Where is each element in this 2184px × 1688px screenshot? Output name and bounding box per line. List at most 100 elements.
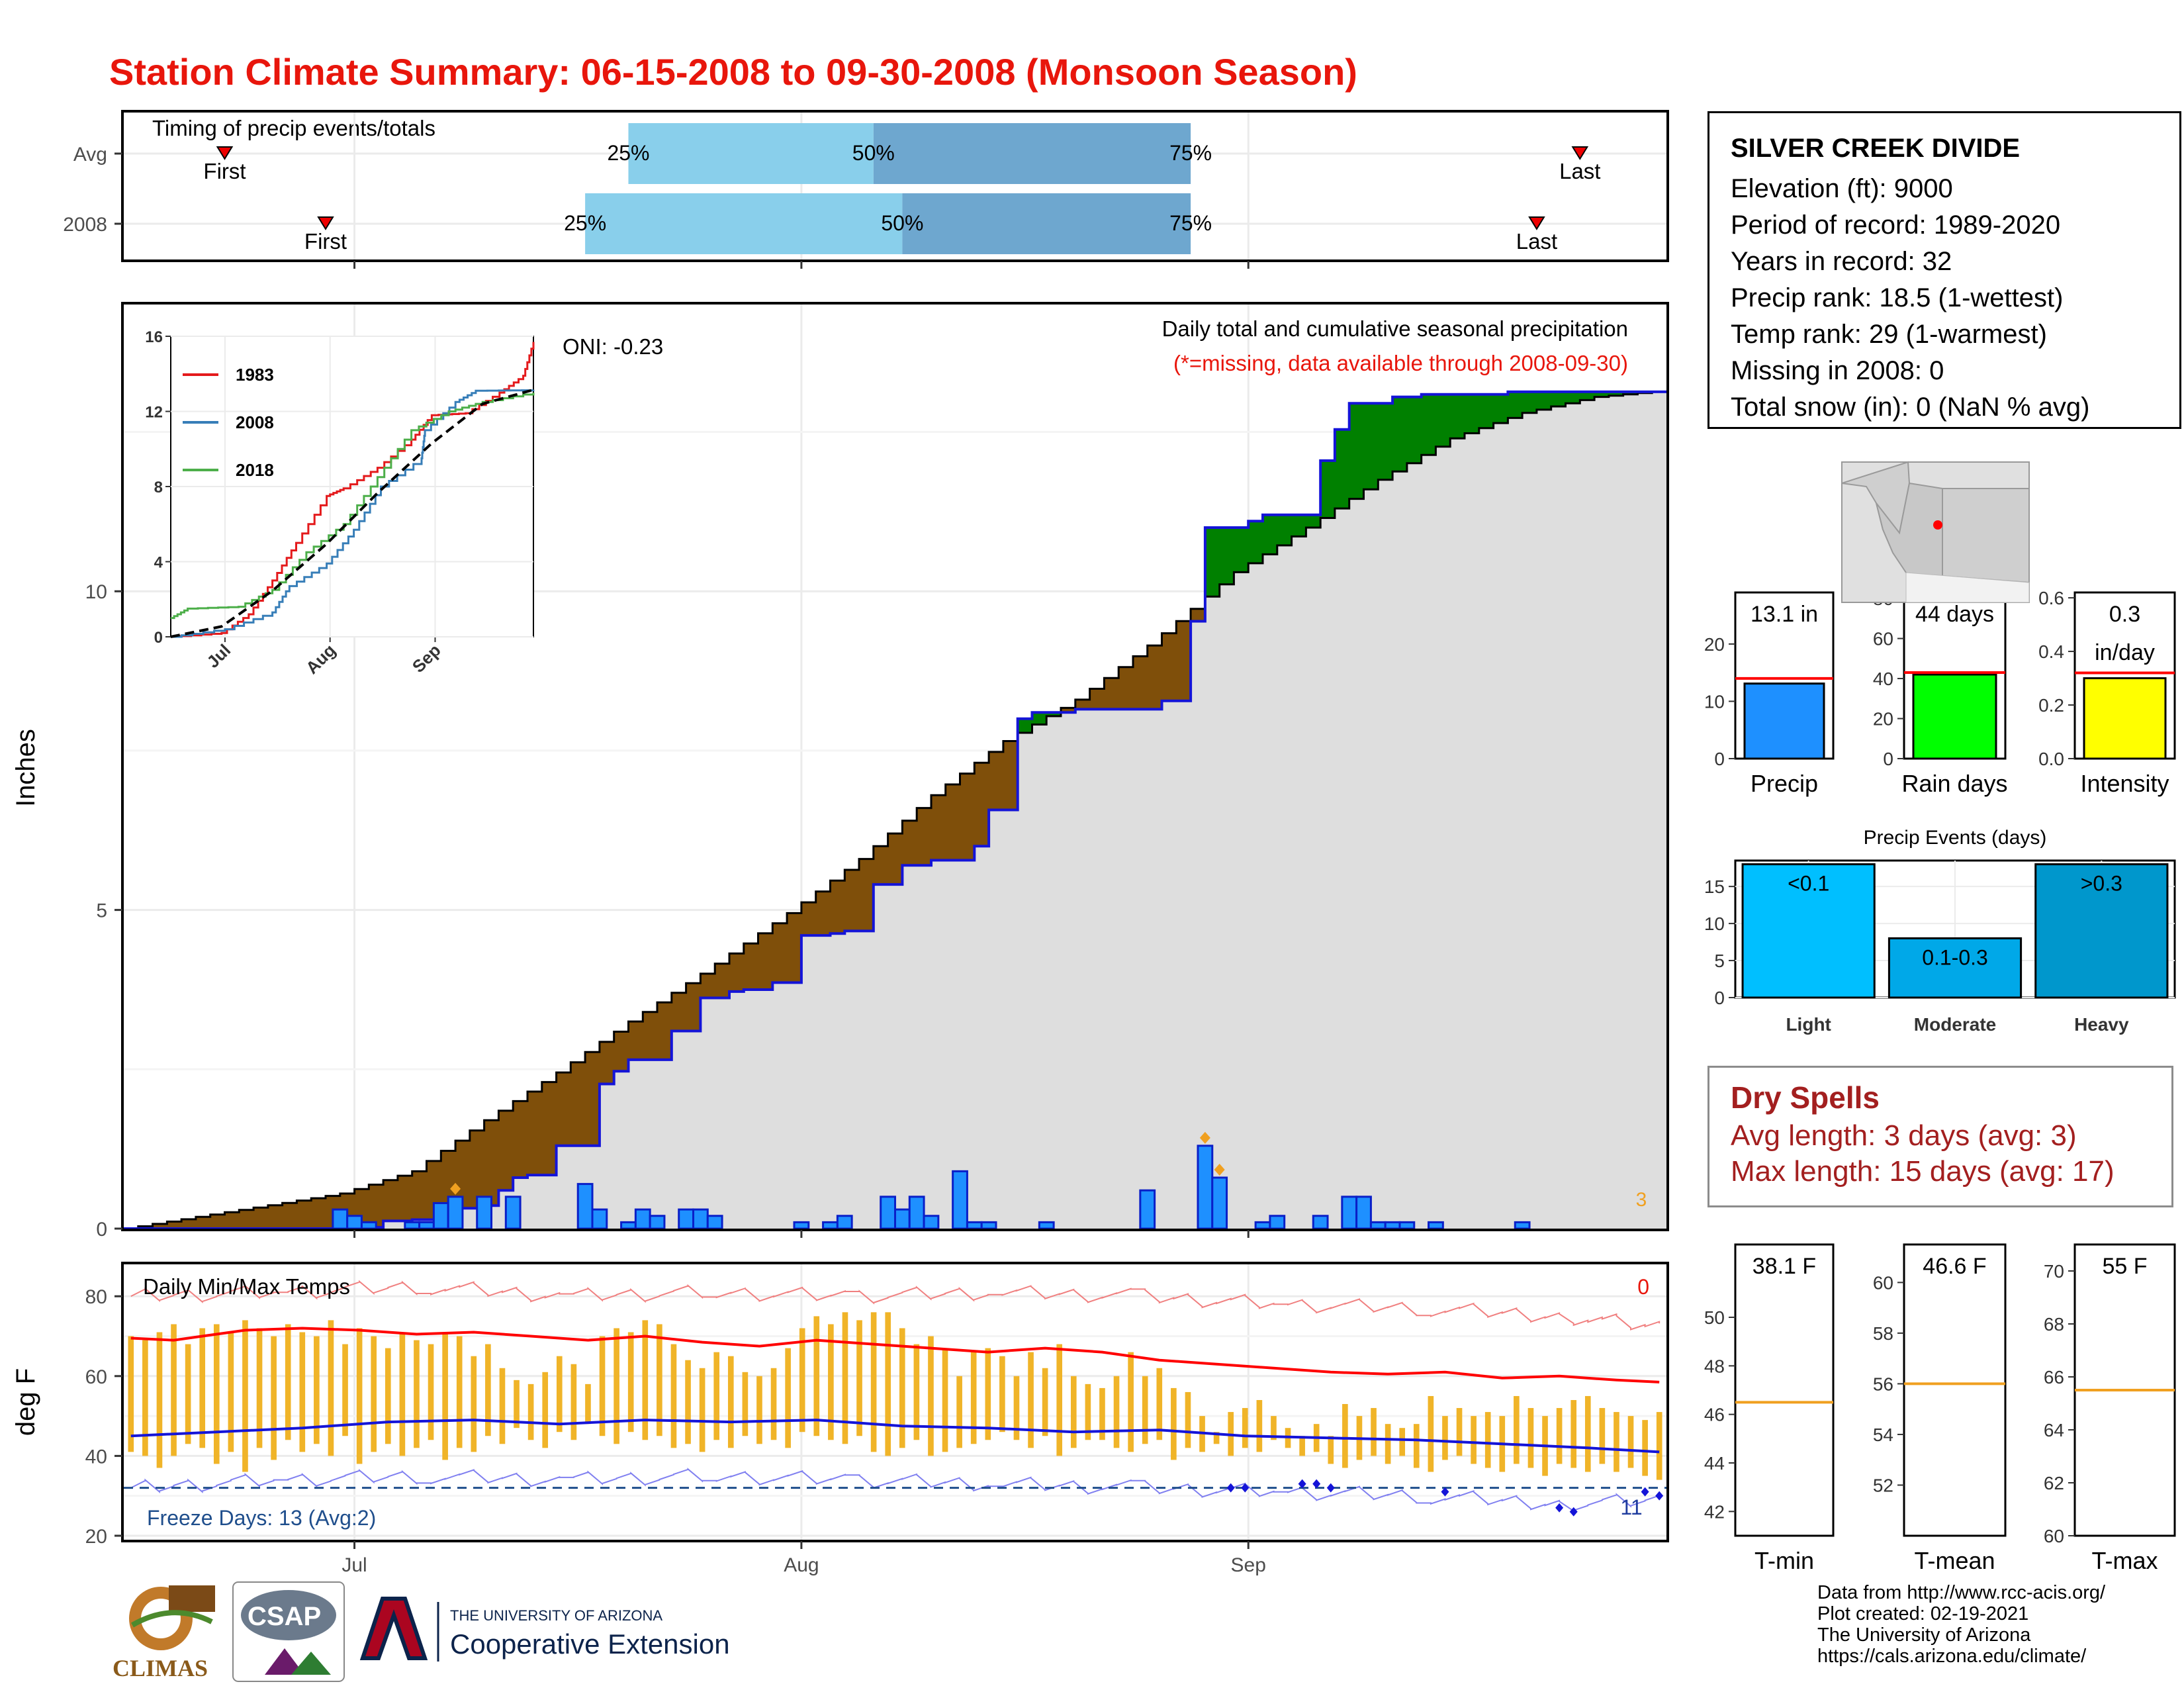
- daily-temp-bar: [1185, 1391, 1191, 1448]
- tmean-y-tick-label: 58: [1873, 1323, 1893, 1344]
- daily-temp-bar: [1484, 1412, 1491, 1468]
- tmin-y-tick-label: 44: [1704, 1453, 1725, 1474]
- precip-events-y-tick-label: 15: [1704, 876, 1725, 897]
- last-event-marker: [1571, 146, 1589, 160]
- inset-legend-label: 1983: [236, 365, 274, 385]
- daily-temp-bar: [1656, 1412, 1662, 1480]
- daily-precip-bar: [447, 1196, 464, 1230]
- timing-percent-label: 25%: [564, 211, 606, 235]
- ua-logo-top-text: THE UNIVERSITY OF ARIZONA: [450, 1607, 662, 1624]
- daily-precip-bar: [591, 1208, 608, 1230]
- daily-temp-bar: [1527, 1408, 1534, 1468]
- precip-events-category-label: Heavy: [2074, 1014, 2129, 1035]
- daily-precip-bar: [476, 1196, 493, 1230]
- daily-temp-bar: [627, 1332, 634, 1432]
- missing-data-marker: [450, 1182, 461, 1195]
- daily-temp-bar: [527, 1383, 534, 1440]
- daily-temp-bar: [1428, 1395, 1434, 1472]
- daily-precip-bar: [966, 1221, 983, 1230]
- daily-precip-bar: [908, 1196, 925, 1230]
- daily-temp-bar: [899, 1328, 905, 1448]
- tmin-value-label: 38.1 F: [1752, 1254, 1816, 1279]
- daily-temp-bar: [485, 1344, 491, 1436]
- precip-total-value-label: 13.1 in: [1751, 602, 1818, 627]
- timing-row-label: Avg: [73, 144, 107, 165]
- temp-axes: 20 40 60 80 Jul Aug Sep: [85, 1286, 1266, 1576]
- temp-grid: [124, 1264, 1666, 1540]
- temp-marks: [124, 1280, 1666, 1517]
- daily-temp-bar: [1456, 1408, 1463, 1456]
- precip-events-y-tick-label: 10: [1704, 914, 1725, 934]
- average-max-line: [130, 1327, 1660, 1383]
- daily-temp-bar: [1213, 1432, 1220, 1444]
- daily-precip-bar: [576, 1183, 594, 1230]
- precip-events-bar-label: 0.1-0.3: [1922, 945, 1988, 969]
- daily-temp-bar: [256, 1328, 263, 1448]
- tmin-y-tick-label: 50: [1704, 1307, 1725, 1328]
- freeze-day-marker: [1569, 1507, 1578, 1517]
- daily-temp-bar: [213, 1324, 220, 1464]
- daily-precip-bar: [404, 1221, 421, 1230]
- precip-panel-frame: [121, 302, 1669, 1231]
- daily-temp-bar: [328, 1320, 334, 1456]
- daily-temp-bar: [928, 1336, 934, 1456]
- timing-percent-label: 25%: [607, 141, 649, 165]
- freeze-day-marker: [1655, 1491, 1664, 1501]
- daily-precip-bar: [360, 1221, 377, 1230]
- daily-precip-bar: [678, 1208, 695, 1230]
- daily-temp-bar: [842, 1312, 848, 1444]
- temp-x-tick-label: Sep: [1231, 1554, 1266, 1576]
- daily-temp-bar: [499, 1368, 506, 1444]
- last-event-marker: [1528, 216, 1545, 230]
- station-name: SILVER CREEK DIVIDE: [1731, 134, 2021, 163]
- daily-temp-bar: [342, 1344, 348, 1436]
- timing-panel: Timing of precip events/totals 25% 50% 75%…: [63, 110, 1669, 269]
- daily-temp-bar: [1514, 1395, 1520, 1464]
- freeze-day-marker: [1641, 1487, 1649, 1497]
- ua-a-logo-icon: [359, 1597, 428, 1660]
- temp-y-tick-label: 40: [85, 1446, 107, 1468]
- daily-precip-bar: [649, 1215, 666, 1230]
- timing-row-label: 2008: [63, 214, 107, 236]
- precip-panel-subtitle: (*=missing, data available through 2008-…: [1173, 351, 1628, 375]
- daily-temp-bar: [1085, 1383, 1091, 1440]
- tmax-y-tick-label: 60: [2044, 1526, 2064, 1546]
- csap-logo: CSAP: [232, 1581, 345, 1682]
- daily-precip-bar: [1312, 1215, 1329, 1230]
- climas-logo-text: CLIMAS: [113, 1655, 208, 1681]
- intensity-y-tick-label: 0.6: [2038, 588, 2064, 608]
- timing-bar-25-50: [628, 123, 874, 184]
- daily-temp-bar: [1299, 1436, 1305, 1456]
- daily-temp-bar: [314, 1336, 320, 1444]
- daily-temp-bar: [1399, 1428, 1406, 1456]
- daily-precip-bar: [634, 1208, 651, 1230]
- daily-temp-bar: [1171, 1387, 1177, 1460]
- tmax-value-label: 55 F: [2102, 1254, 2147, 1279]
- freeze-day-marker: [1226, 1483, 1235, 1493]
- temp-y-tick-label: 60: [85, 1366, 107, 1388]
- timing-bar-50-75: [902, 193, 1191, 254]
- temperature-panel: Daily Min/Max Temps 0 Freeze Days: 13 (A…: [11, 1262, 1669, 1576]
- daily-precip-bar: [793, 1221, 810, 1230]
- credit-line: The University of Arizona: [1817, 1624, 2031, 1646]
- daily-precip-bar: [504, 1196, 522, 1230]
- tmean-value-label: 46.6 F: [1923, 1254, 1986, 1279]
- daily-temp-bar: [699, 1368, 705, 1452]
- timing-percent-label: 75%: [1169, 141, 1212, 165]
- inset-y-tick-label: 8: [154, 479, 163, 496]
- tmean-category-label: T-mean: [1914, 1547, 1995, 1574]
- daily-temp-bar: [813, 1316, 820, 1436]
- daily-temp-bar: [942, 1348, 948, 1452]
- rain-days-category-label: Rain days: [1901, 770, 2007, 797]
- daily-temp-bar: [514, 1380, 520, 1429]
- daily-temp-bar: [870, 1312, 877, 1452]
- daily-temp-bar: [913, 1344, 920, 1440]
- freeze-day-marker: [1312, 1479, 1321, 1489]
- daily-precip-bar: [692, 1208, 709, 1230]
- freeze-day-marker: [1241, 1483, 1250, 1493]
- temp-y-tick-label: 80: [85, 1286, 107, 1308]
- daily-temp-bar: [1599, 1408, 1606, 1464]
- timing-percent-label: 50%: [852, 141, 895, 165]
- tmax-y-tick-label: 62: [2044, 1473, 2064, 1493]
